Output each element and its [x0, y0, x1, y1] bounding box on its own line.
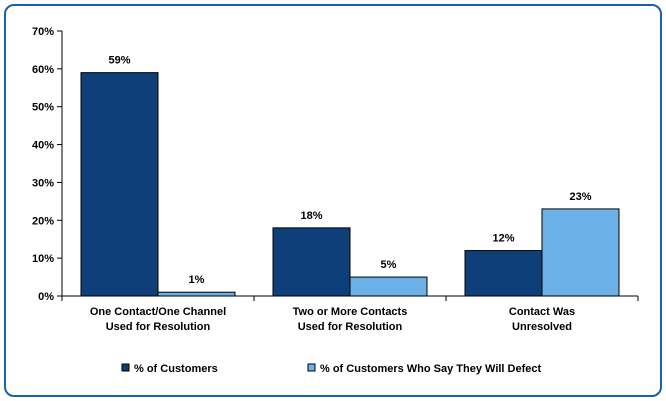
chart-bars [80, 72, 620, 297]
y-tick-label: 10% [32, 253, 54, 265]
x-category-label: Used for Resolution [298, 321, 403, 333]
y-tick-label: 30% [32, 177, 54, 189]
y-tick-label: 70% [32, 26, 54, 38]
x-category-label: Used for Resolution [106, 321, 211, 333]
y-tick-label: 40% [32, 140, 54, 152]
bar-defect-2 [541, 208, 620, 297]
x-category-label: One Contact/One Channel [90, 306, 226, 318]
data-label: 18% [300, 210, 322, 222]
x-category-label: Unresolved [512, 321, 572, 333]
chart-legend: % of Customers % of Customers Who Say The… [121, 363, 541, 375]
data-label: 5% [381, 259, 397, 271]
bar-customers-1 [272, 227, 351, 297]
legend-swatch [307, 363, 316, 372]
y-tick-label: 50% [32, 102, 54, 114]
legend-label: % of Customers [134, 363, 218, 375]
data-label: 1% [189, 274, 205, 286]
y-tick-label: 0% [38, 291, 54, 303]
chart-category-labels: One Contact/One Channel Used for Resoluti… [90, 306, 575, 333]
y-tick-label: 20% [32, 215, 54, 227]
y-tick-label: 60% [32, 64, 54, 76]
bar-defect-1 [349, 276, 428, 297]
bar-customers-0 [80, 72, 159, 297]
bar-customers-2 [464, 250, 543, 297]
x-category-label: Two or More Contacts [293, 306, 408, 318]
bar-defect-0 [157, 291, 236, 297]
data-label: 59% [108, 55, 130, 67]
legend-label: % of Customers Who Say They Will Defect [320, 363, 541, 375]
chart-data-labels: 59% 1% 18% 5% 12% 23% [108, 55, 591, 287]
data-label: 12% [492, 233, 514, 245]
legend-swatch [121, 363, 130, 372]
data-label: 23% [569, 191, 591, 203]
x-category-label: Contact Was [509, 306, 575, 318]
